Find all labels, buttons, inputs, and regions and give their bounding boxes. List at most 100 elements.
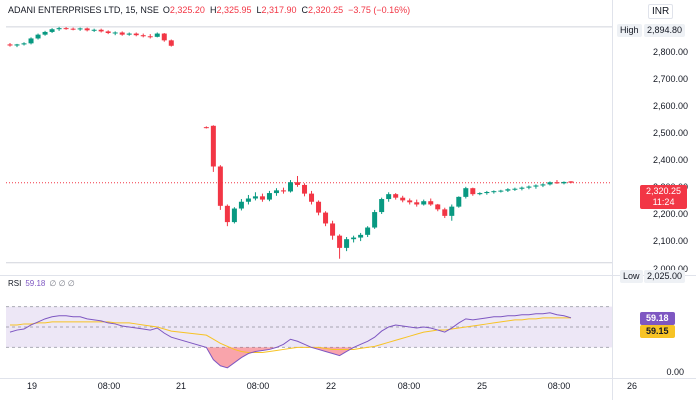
candle-body (316, 201, 322, 213)
candle-body (393, 194, 399, 198)
candle-body (295, 182, 301, 185)
candle-body (245, 198, 251, 202)
time-tick-label: 22 (325, 381, 337, 391)
candle-body (533, 185, 539, 187)
time-tick-label: 19 (26, 381, 38, 391)
countdown-value: 11:24 (652, 197, 675, 207)
rsi-line (9, 312, 572, 369)
candle-body (323, 212, 329, 224)
candle-body (519, 187, 525, 189)
price-tick-label: 2,400.00 (652, 155, 688, 166)
time-tick-label: 26 (626, 381, 638, 391)
candle-body (161, 33, 167, 41)
time-tick-label: 08:00 (547, 381, 571, 391)
time-tick-label: 08:00 (246, 381, 270, 391)
time-tick-label: 21 (175, 381, 187, 391)
candle-body (140, 35, 146, 37)
low-tag-label: Low (623, 271, 640, 281)
candle-body (456, 196, 462, 207)
candle-body (386, 194, 392, 200)
candle-body (84, 28, 90, 31)
candle-body (428, 201, 434, 205)
candle-body (442, 209, 448, 216)
candle-body (435, 204, 441, 210)
candle-body (238, 201, 244, 209)
candle-body (561, 181, 567, 184)
candle-body (28, 38, 34, 44)
price-tick-label: 2,100.00 (652, 236, 688, 247)
candle-body (203, 127, 209, 129)
rsi-title[interactable]: RSI (8, 279, 22, 288)
candle-body (63, 28, 69, 30)
open-label: O (162, 5, 170, 15)
candle-body (21, 43, 27, 45)
candle-body (231, 208, 237, 223)
candle-body (210, 125, 216, 167)
candle-body (168, 40, 174, 46)
candle-body (498, 190, 504, 192)
rsi-ma-line (10, 317, 571, 353)
candle-body (42, 31, 48, 35)
candle-body (484, 191, 490, 194)
candle-body (112, 32, 118, 34)
symbol-legend: ADANI ENTERPRISES LTD, 15, NSE O 2,325.20… (8, 5, 410, 15)
currency-button[interactable]: INR (648, 4, 674, 19)
candle-body (470, 188, 476, 195)
rsi-dots: ∅ ∅ ∅ (49, 279, 75, 288)
open-value: 2,325.20 (169, 5, 205, 15)
candle-body (266, 193, 272, 200)
candle-body (133, 33, 139, 36)
low-value-badge: 2,025.00 (644, 270, 686, 283)
candle-body (105, 31, 111, 34)
candle-body (35, 34, 41, 39)
candle-body (77, 28, 83, 30)
candle-body (512, 188, 518, 190)
candle-body (526, 186, 532, 188)
last-price-value: 2,320.25 (646, 186, 682, 196)
candle-body (154, 33, 160, 37)
candle-body (400, 197, 406, 201)
candle-body (372, 212, 378, 228)
high-value-badge: 2,894.80 (644, 24, 686, 37)
candle-body (358, 234, 364, 238)
candle-body (224, 205, 230, 223)
candle-body (126, 33, 132, 35)
high-value: 2,325.95 (216, 5, 252, 15)
candle-body (463, 188, 469, 197)
candle-body (14, 44, 20, 46)
candle-body (540, 184, 546, 186)
candle-body (344, 239, 350, 248)
candle-body (119, 32, 125, 35)
candle-body (351, 237, 357, 240)
high-tag: High (617, 24, 642, 37)
candle-body (568, 181, 574, 183)
price-tick-label: 2,000.00 (652, 263, 688, 274)
price-tick-label: 2,500.00 (652, 127, 688, 138)
last-price-badge: 2,320.25 11:24 (640, 185, 688, 209)
rsi-legend: RSI 59.18 ∅ ∅ ∅ (8, 279, 75, 288)
candle-body (491, 191, 497, 193)
candle-body (449, 206, 455, 216)
time-tick-label: 08:00 (397, 381, 421, 391)
candle-body (259, 196, 265, 200)
low-label: L (256, 5, 262, 15)
candle-body (217, 166, 223, 206)
change-value: −3.75 (−0.16%) (348, 5, 411, 15)
candle-body (505, 189, 511, 191)
price-tick-label: 2,600.00 (652, 100, 688, 111)
candle-body (49, 29, 55, 32)
low-tag: Low (620, 270, 643, 283)
symbol-title[interactable]: ADANI ENTERPRISES LTD, 15, NSE (8, 5, 159, 15)
candle-body (98, 29, 104, 32)
candle-body (91, 29, 97, 31)
candle-body (309, 193, 315, 202)
rsi-value: 59.18 (25, 279, 46, 288)
candle-body (147, 36, 153, 38)
candle-body (252, 196, 258, 199)
candle-body (477, 193, 483, 195)
price-tick-label: 2,700.00 (652, 73, 688, 84)
candle-body (7, 44, 13, 46)
candle-body (56, 28, 62, 30)
